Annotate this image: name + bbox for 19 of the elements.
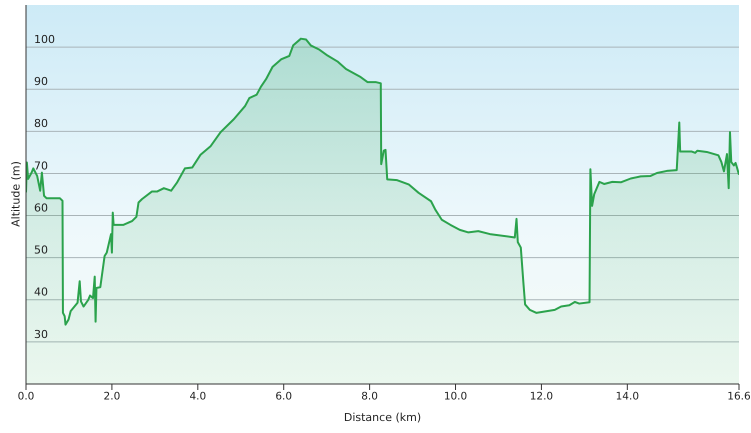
y-tick-label: 90 (34, 75, 48, 88)
x-tick-label: 4.0 (189, 390, 206, 402)
x-tick-label: 8.0 (361, 390, 378, 402)
y-tick-label: 70 (34, 159, 48, 172)
x-axis-title: Distance (km) (344, 411, 422, 424)
y-tick-label: 50 (34, 244, 48, 257)
y-tick-label: 40 (34, 286, 48, 299)
x-tick-label: 2.0 (104, 390, 120, 402)
x-tick-label: 10.0 (444, 390, 468, 402)
y-axis-title: Altitude (m) (10, 161, 22, 227)
x-tick-label: 6.0 (275, 390, 292, 402)
y-tick-label: 30 (34, 328, 48, 341)
y-tick-label: 100 (34, 33, 55, 46)
x-tick-label: 16.6 (727, 390, 751, 402)
x-tick-label: 12.0 (530, 390, 554, 402)
y-tick-label: 60 (34, 201, 48, 214)
y-tick-label: 80 (34, 117, 48, 130)
x-tick-label: 14.0 (616, 390, 640, 402)
x-tick-label: 0.0 (18, 390, 34, 402)
